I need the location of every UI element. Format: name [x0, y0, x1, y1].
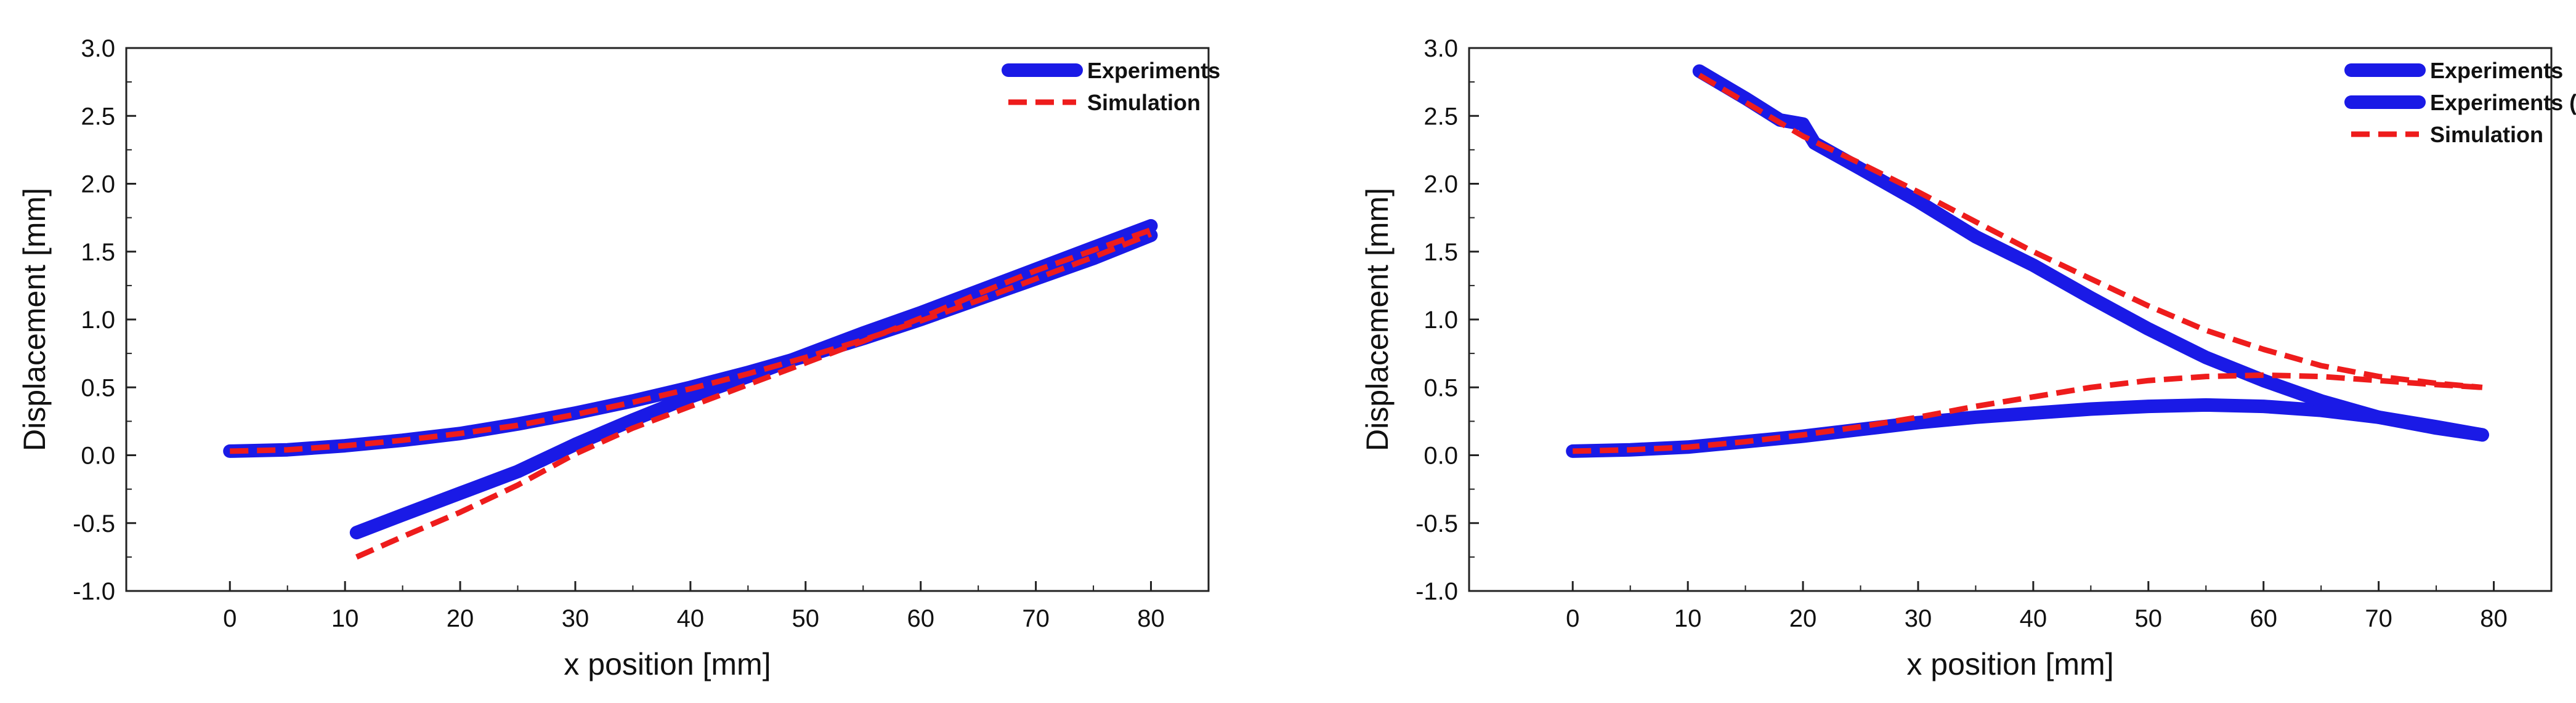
y-axis-title: Displacement [mm] [17, 188, 52, 451]
legend-experiments-label: Experiments (upper branch) [2430, 90, 2576, 115]
plot-frame [1468, 47, 2553, 592]
y-tick-label: 2.5 [81, 103, 115, 130]
legend-experiments-label: Experiments [1087, 58, 1220, 83]
legend-experiments-label: Experiments [2430, 58, 2563, 83]
x-tick-label: 10 [331, 605, 359, 632]
x-tick-label: 80 [2480, 605, 2508, 632]
y-tick-label: 3.0 [1424, 35, 1458, 62]
x-tick-label: 30 [1905, 605, 1932, 632]
y-tick-label: 0.5 [81, 374, 115, 401]
series-experiments-line [223, 228, 1158, 458]
x-tick-label: 70 [1022, 605, 1050, 632]
x-tick-label: 50 [792, 605, 820, 632]
x-tick-label: 40 [2020, 605, 2047, 632]
x-tick-label: 40 [677, 605, 705, 632]
series-simulation-line [230, 231, 1152, 454]
x-tick-label: 0 [1566, 605, 1579, 632]
x-tick-label: 70 [2365, 605, 2392, 632]
y-tick-label: 1.0 [81, 307, 115, 334]
plot-frame [125, 47, 1210, 592]
y-axis-title: Displacement [mm] [1360, 188, 1395, 451]
chart-right: -1.0 -0.5 0.0 0.5 1.0 1.5 2.0 2.5 3.0 0 10 20 30 40 50… [1360, 35, 2576, 681]
x-tick-label: 20 [447, 605, 474, 632]
series-simulation-line [355, 227, 1152, 560]
x-tick-label: 0 [223, 605, 237, 632]
legend-simulation-label: Simulation [2430, 122, 2543, 147]
y-tick-label: 3.0 [81, 35, 115, 62]
x-axis-title: x position [mm] [1906, 647, 2113, 681]
series-simulation-line [1573, 372, 2483, 454]
y-tick-label: 1.5 [81, 239, 115, 266]
y-tick-label: 0.0 [1424, 443, 1458, 470]
x-tick-label: 30 [562, 605, 589, 632]
x-axis-title: x position [mm] [564, 647, 771, 681]
x-tick-label: 80 [1137, 605, 1165, 632]
x-tick-label: 20 [1789, 605, 1817, 632]
y-tick-label: 1.0 [1424, 307, 1458, 334]
legend-simulation-label: Simulation [1087, 90, 1201, 115]
y-tick-label: 0.0 [81, 443, 115, 470]
x-tick-label: 60 [2250, 605, 2277, 632]
y-tick-label: -1.0 [73, 578, 115, 605]
series-simulation-line [1698, 73, 2483, 390]
y-tick-label: -1.0 [1416, 578, 1458, 605]
y-tick-label: 0.5 [1424, 374, 1458, 401]
y-tick-label: 2.5 [1424, 103, 1458, 130]
x-tick-label: 50 [2135, 605, 2163, 632]
x-tick-label: 10 [1674, 605, 1702, 632]
x-tick-label: 60 [907, 605, 934, 632]
y-tick-label: -0.5 [1416, 510, 1458, 537]
y-tick-label: -0.5 [73, 510, 115, 537]
chart-left: -1.0 -0.5 0.0 0.5 1.0 1.5 2.0 2.5 3.0 0 10 20 30 40 50… [17, 35, 1220, 681]
y-tick-label: 2.0 [1424, 171, 1458, 198]
series-experiments-line [1692, 64, 2489, 442]
y-tick-label: 1.5 [1424, 239, 1458, 266]
y-tick-label: 2.0 [81, 171, 115, 198]
